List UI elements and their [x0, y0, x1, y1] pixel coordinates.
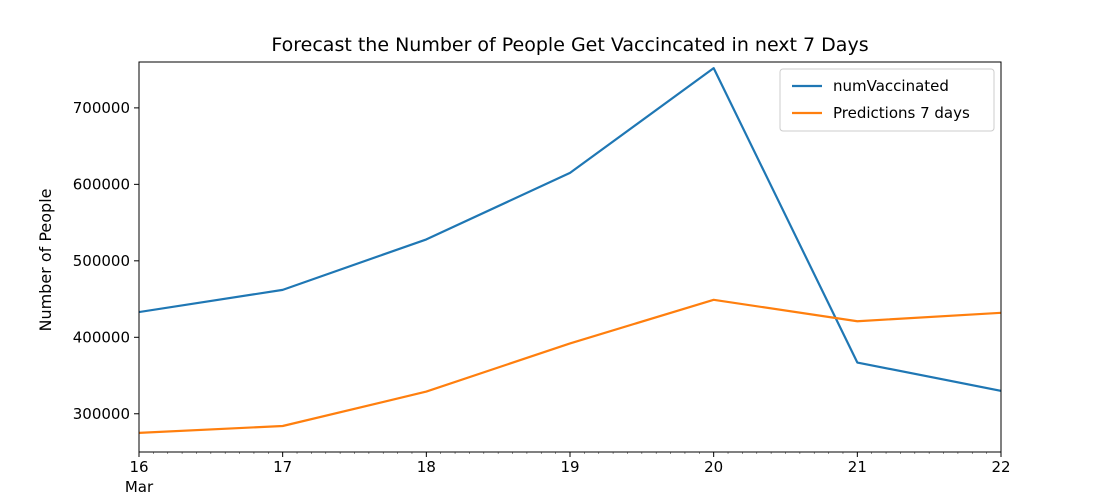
- x-tick-label-2: 18: [417, 458, 436, 476]
- x-tick-label-0: 16: [129, 458, 148, 476]
- y-tick-label-1: 400000: [73, 328, 130, 346]
- x-tick-label-5: 21: [848, 458, 867, 476]
- y-axis-label: Number of People: [36, 188, 55, 331]
- ticks-layer: 300000 400000 500000 600000 700000 16 Mar 17 18 1…: [73, 99, 1011, 496]
- x-tick-label-4: 20: [704, 458, 723, 476]
- y-tick-label-2: 500000: [73, 252, 130, 270]
- series-layer: [139, 67, 1001, 434]
- chart-title: Forecast the Number of People Get Vaccin…: [271, 34, 868, 56]
- y-tick-label-4: 700000: [73, 99, 130, 117]
- x-tick-label-6: 22: [991, 458, 1010, 476]
- legend-label-1: Predictions 7 days: [833, 104, 970, 122]
- y-tick-label-3: 600000: [73, 175, 130, 193]
- x-tick-sublabel-0: Mar: [125, 478, 154, 496]
- legend-label-0: numVaccinated: [833, 77, 949, 95]
- x-tick-label-3: 19: [560, 458, 579, 476]
- x-tick-label-1: 17: [273, 458, 292, 476]
- axes-layer: [134, 61, 1002, 457]
- legend: numVaccinated Predictions 7 days: [779, 68, 995, 132]
- y-tick-label-0: 300000: [73, 405, 130, 423]
- legend-box: [779, 68, 995, 132]
